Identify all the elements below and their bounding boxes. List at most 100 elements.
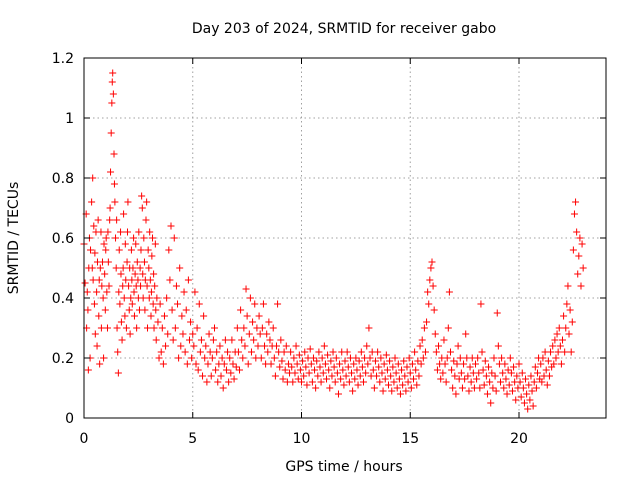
data-point (553, 330, 561, 338)
data-point (153, 294, 161, 302)
data-point (115, 288, 123, 296)
data-point (569, 246, 577, 254)
data-point (566, 306, 574, 314)
data-point (382, 351, 390, 359)
data-point (104, 258, 112, 266)
data-point (359, 378, 367, 386)
data-point (500, 384, 508, 392)
data-point (378, 369, 386, 377)
data-point (193, 324, 201, 332)
data-point (493, 309, 501, 317)
data-point (497, 378, 505, 386)
data-point (192, 360, 200, 368)
data-point (128, 276, 136, 284)
data-point (475, 369, 483, 377)
data-point (467, 378, 475, 386)
data-point (152, 336, 160, 344)
data-point (505, 381, 513, 389)
data-point (320, 342, 328, 350)
data-point (184, 276, 192, 284)
data-point (522, 375, 530, 383)
y-tick-label: 0.8 (52, 171, 74, 187)
data-point (117, 270, 125, 278)
x-tick-label: 0 (80, 431, 89, 447)
data-point (202, 342, 210, 350)
data-point (244, 360, 252, 368)
data-point (352, 354, 360, 362)
x-axis-label: GPS time / hours (285, 459, 402, 475)
data-point (276, 363, 284, 371)
data-point (412, 366, 420, 374)
y-tick-label: 0.6 (52, 231, 74, 247)
data-point (170, 234, 178, 242)
data-point (483, 390, 491, 398)
data-point (370, 384, 378, 392)
data-point (149, 234, 157, 242)
data-point (440, 336, 448, 344)
data-point (281, 366, 289, 374)
data-point (84, 306, 92, 314)
data-point (232, 363, 240, 371)
data-point (121, 240, 129, 248)
data-point (318, 354, 326, 362)
data-point (96, 264, 104, 272)
data-point (110, 150, 118, 158)
data-point (102, 234, 110, 242)
data-point (578, 240, 586, 248)
data-point (218, 354, 226, 362)
data-point (528, 387, 536, 395)
data-point (413, 381, 421, 389)
data-point (155, 354, 163, 362)
data-point (464, 372, 472, 380)
data-point (560, 312, 568, 320)
data-point (106, 204, 114, 212)
data-point (340, 381, 348, 389)
data-point (237, 306, 245, 314)
data-point (109, 90, 117, 98)
data-point (568, 318, 576, 326)
data-point (549, 342, 557, 350)
data-point (405, 354, 413, 362)
data-point (386, 357, 394, 365)
data-point (143, 198, 151, 206)
data-point (228, 336, 236, 344)
data-point (130, 234, 138, 242)
data-point (130, 288, 138, 296)
data-point (123, 258, 131, 266)
data-point (410, 375, 418, 383)
data-point (164, 330, 172, 338)
data-point (365, 324, 373, 332)
data-point (460, 360, 468, 368)
data-point (213, 348, 221, 356)
data-point (531, 363, 539, 371)
data-point (451, 372, 459, 380)
data-point (431, 330, 439, 338)
data-point (90, 222, 98, 230)
data-point (96, 360, 104, 368)
data-point (358, 363, 366, 371)
data-point (103, 324, 111, 332)
data-point (408, 360, 416, 368)
data-point (245, 330, 253, 338)
data-point (427, 264, 435, 272)
data-point (330, 363, 338, 371)
data-point (567, 348, 575, 356)
data-point (355, 357, 363, 365)
data-point (122, 324, 130, 332)
x-tick-label: 20 (510, 431, 528, 447)
data-point (563, 300, 571, 308)
data-point (183, 360, 191, 368)
data-point (144, 246, 152, 254)
data-point (369, 366, 377, 374)
data-point (308, 378, 316, 386)
data-point (351, 375, 359, 383)
data-point (454, 342, 462, 350)
data-point (329, 348, 337, 356)
data-point (124, 198, 132, 206)
data-point (573, 228, 581, 236)
data-point (154, 318, 162, 326)
data-point (145, 294, 153, 302)
data-point (441, 360, 449, 368)
data-point (108, 78, 116, 86)
